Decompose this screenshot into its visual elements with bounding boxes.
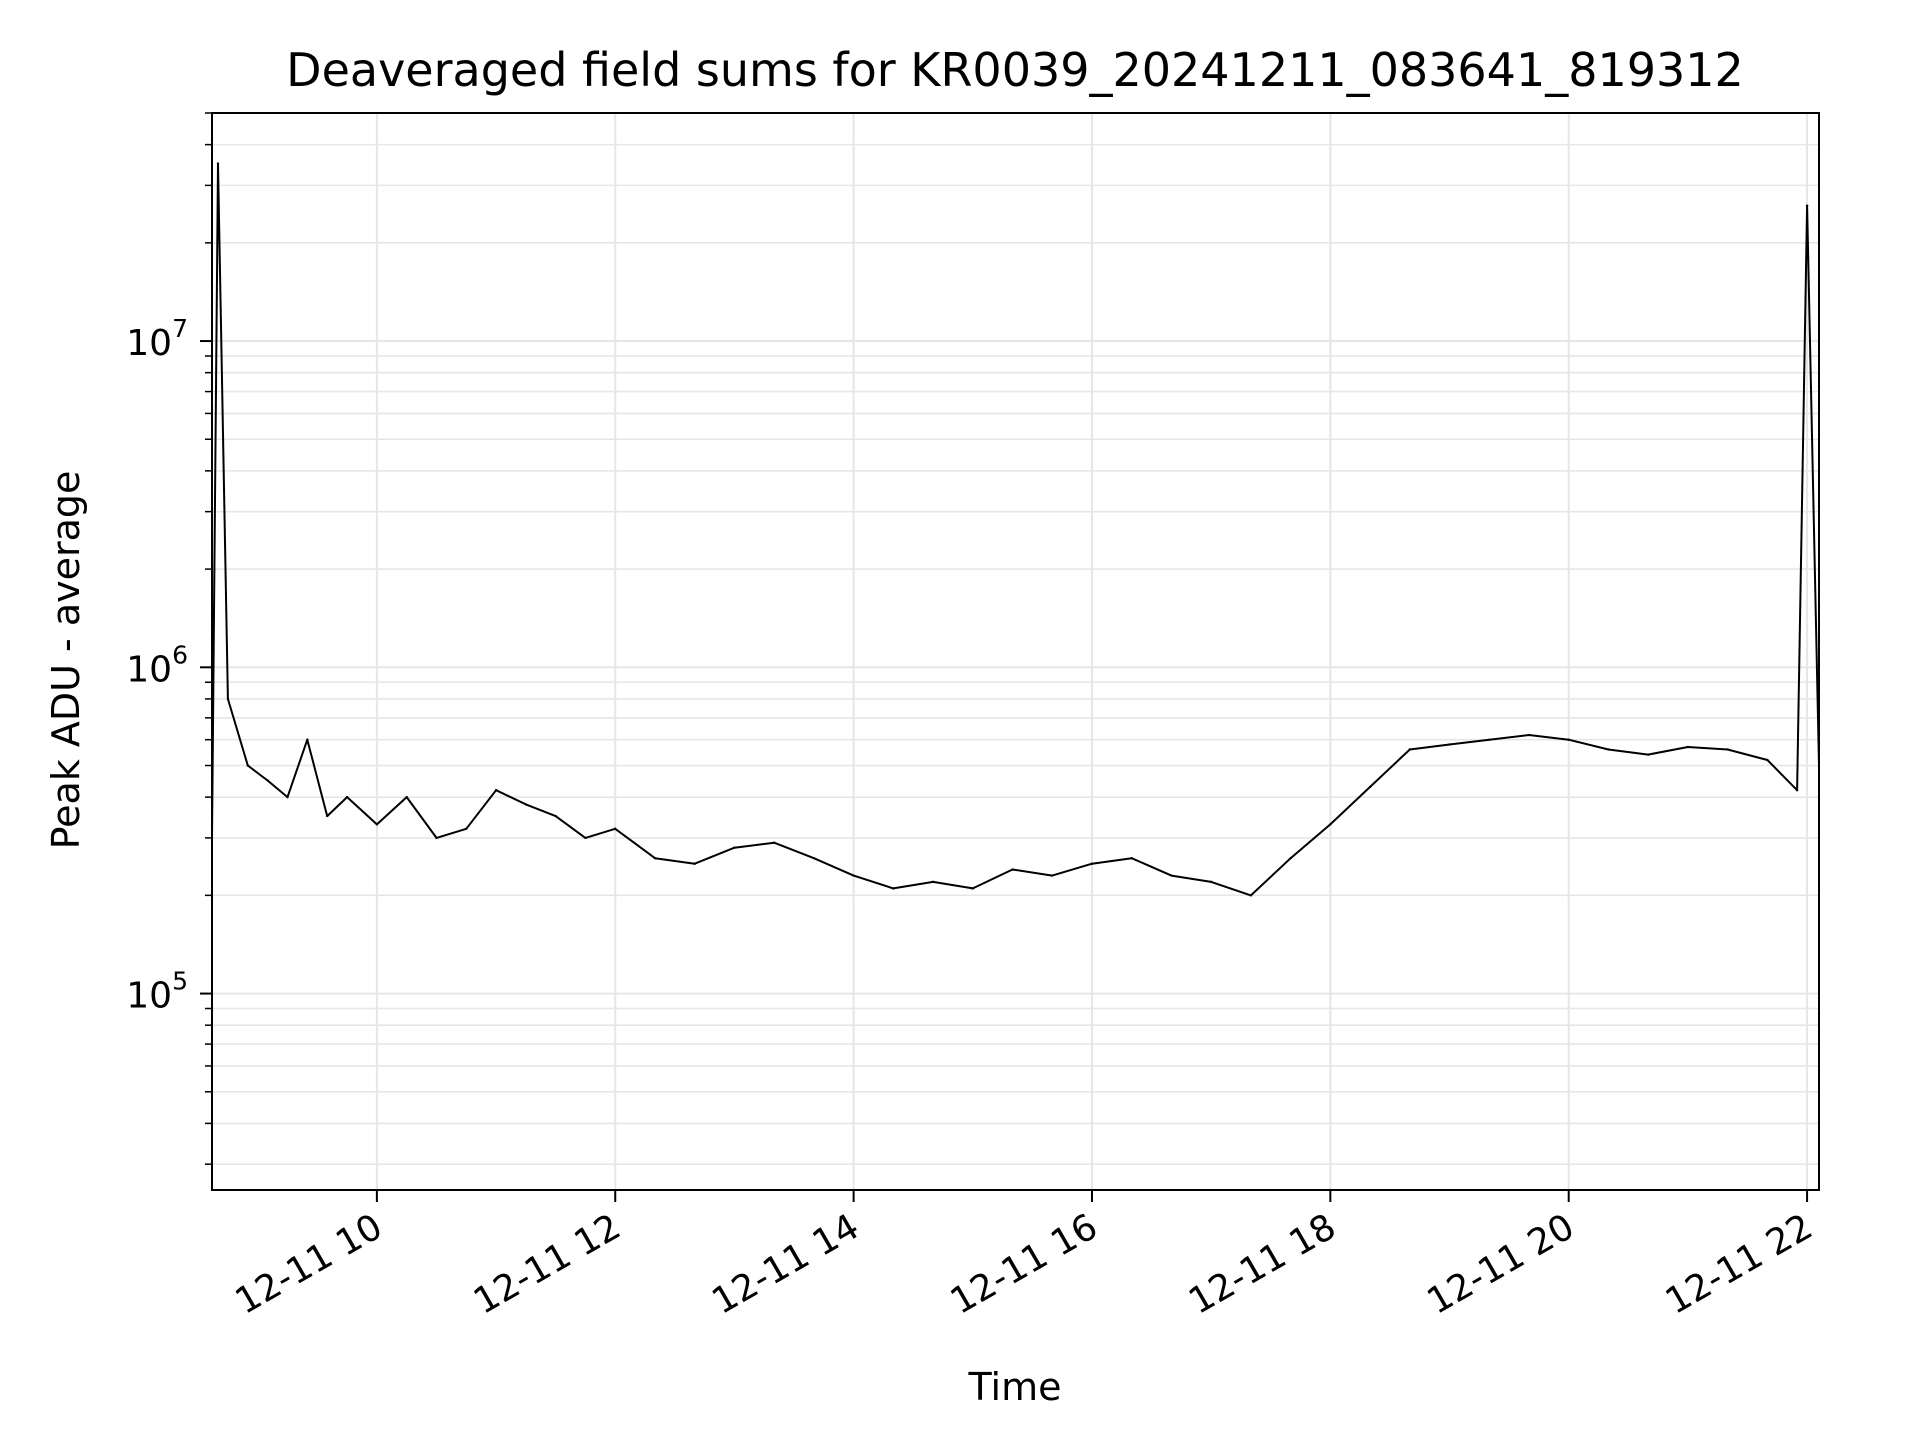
data-point <box>266 779 269 782</box>
data-point <box>852 874 855 877</box>
data-point <box>1607 748 1610 751</box>
data-point <box>286 795 289 799</box>
data-point <box>1805 204 1809 207</box>
data-point <box>494 789 498 792</box>
data-point <box>1766 758 1769 762</box>
data-point <box>1011 868 1014 871</box>
y-tick-exponent: 7 <box>172 314 188 343</box>
data-point <box>1090 862 1094 865</box>
data-point <box>584 836 587 840</box>
data-point <box>1686 745 1690 749</box>
data-point <box>524 803 528 806</box>
data-point <box>1408 748 1412 751</box>
data-point <box>1368 785 1372 789</box>
data-point <box>653 856 657 860</box>
y-tick-base: 10 <box>126 323 172 364</box>
data-point <box>246 764 249 767</box>
data-point <box>1130 856 1133 860</box>
data-point <box>1567 738 1570 741</box>
data-point <box>892 887 895 890</box>
data-point <box>733 846 736 849</box>
data-point <box>554 814 557 818</box>
data-point <box>1527 733 1531 737</box>
data-point <box>1329 823 1332 826</box>
data-point <box>1249 894 1253 897</box>
data-point <box>306 738 309 741</box>
data-point <box>1209 880 1213 884</box>
y-tick-label: 107 <box>126 314 188 364</box>
chart-title: Deaveraged field sums for KR0039_2024121… <box>286 43 1744 97</box>
data-point <box>614 827 617 830</box>
data-point <box>693 862 696 865</box>
y-axis-label: Peak ADU - average <box>44 471 88 850</box>
y-tick-exponent: 6 <box>172 640 188 669</box>
y-tick-base: 10 <box>126 976 172 1017</box>
data-point <box>1051 874 1054 877</box>
data-point <box>326 814 329 818</box>
series-layer <box>212 162 1819 897</box>
data-point <box>345 795 349 799</box>
y-tick-exponent: 5 <box>172 967 188 996</box>
data-point <box>1289 856 1292 860</box>
grid-lines <box>212 112 1819 1190</box>
data-point <box>772 841 776 844</box>
y-tick-base: 10 <box>126 649 172 690</box>
y-tick-label: 106 <box>126 640 188 690</box>
y-tick-label: 105 <box>126 967 188 1017</box>
data-point <box>405 795 408 799</box>
data-point <box>435 836 438 840</box>
data-point <box>226 697 230 701</box>
data-point <box>1170 874 1173 877</box>
series-line <box>212 162 1819 897</box>
x-axis-label: Time <box>968 1365 1062 1409</box>
data-point <box>931 880 935 884</box>
data-point <box>1448 743 1451 746</box>
data-point <box>465 827 468 830</box>
data-point <box>216 162 220 165</box>
data-point <box>1488 738 1491 741</box>
data-point <box>1646 753 1650 756</box>
data-point <box>971 887 974 890</box>
data-point <box>812 856 816 860</box>
data-point <box>1795 789 1799 792</box>
data-point <box>1726 748 1729 751</box>
data-point <box>375 823 379 826</box>
plot-frame <box>211 112 1820 1191</box>
